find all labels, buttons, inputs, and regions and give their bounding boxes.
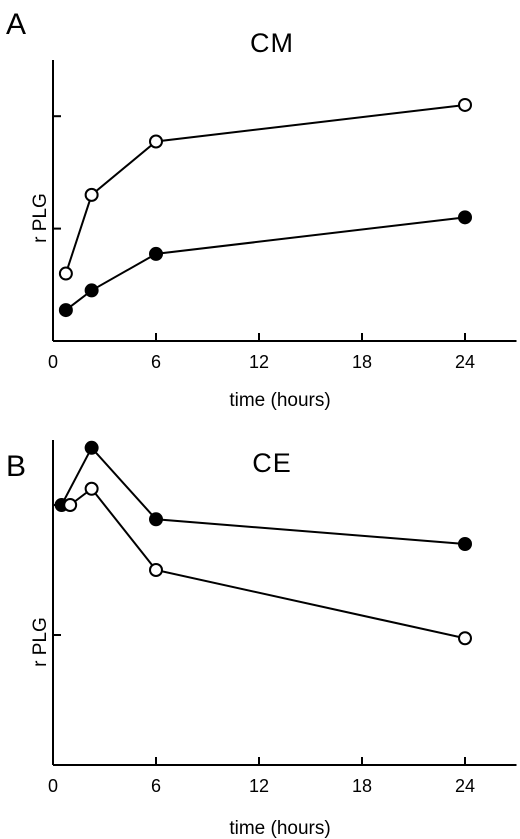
data-point-open bbox=[149, 563, 163, 577]
x-axis-label: time (hours) bbox=[229, 818, 330, 839]
chart-panel-a: A CM r PLG time (hours) 0 6 12 18 24 bbox=[6, 8, 517, 411]
y-axis-label: r PLG bbox=[30, 617, 51, 667]
data-point-filled bbox=[149, 246, 163, 261]
data-point-filled bbox=[149, 512, 163, 527]
data-point-open bbox=[149, 134, 163, 149]
axes: 0 6 12 18 24 bbox=[48, 440, 517, 796]
data-point-open bbox=[84, 481, 99, 496]
series-line bbox=[60, 446, 466, 545]
panel-letter: A bbox=[6, 8, 26, 41]
x-tick-label: 6 bbox=[151, 352, 161, 372]
x-axis-label: time (hours) bbox=[229, 390, 330, 411]
series-line bbox=[64, 103, 466, 274]
y-axis-label: r PLG bbox=[30, 193, 51, 243]
data-point-open bbox=[458, 97, 472, 112]
x-tick-label: 18 bbox=[352, 352, 372, 372]
data-point-filled bbox=[458, 537, 472, 551]
x-tick-label: 6 bbox=[151, 776, 161, 796]
plot-area bbox=[58, 97, 472, 318]
data-point-open bbox=[84, 187, 99, 202]
data-point-open bbox=[458, 631, 472, 646]
data-point-filled bbox=[58, 303, 73, 318]
data-point-filled bbox=[84, 283, 99, 298]
axes: 0 6 12 18 24 bbox=[48, 60, 517, 372]
x-tick-label: 12 bbox=[249, 352, 269, 372]
x-tick-label: 24 bbox=[455, 352, 475, 372]
x-tick-label: 24 bbox=[455, 776, 475, 796]
plot-area bbox=[54, 440, 472, 646]
series-line bbox=[65, 216, 466, 311]
x-tick-label: 12 bbox=[249, 776, 269, 796]
x-tick-label: 0 bbox=[48, 776, 58, 796]
chart-title: CE bbox=[252, 448, 292, 478]
panel-letter: B bbox=[6, 450, 26, 483]
chart-title: CM bbox=[250, 28, 294, 58]
data-point-open bbox=[63, 498, 78, 512]
data-point-filled bbox=[458, 210, 472, 225]
chart-panel-b: B CE r PLG time (hours) 0 6 12 18 24 bbox=[6, 440, 517, 839]
series-line bbox=[69, 487, 466, 640]
x-tick-label: 18 bbox=[352, 776, 372, 796]
data-point-open bbox=[58, 266, 73, 281]
x-tick-label: 0 bbox=[48, 352, 58, 372]
data-point-filled bbox=[84, 440, 99, 455]
